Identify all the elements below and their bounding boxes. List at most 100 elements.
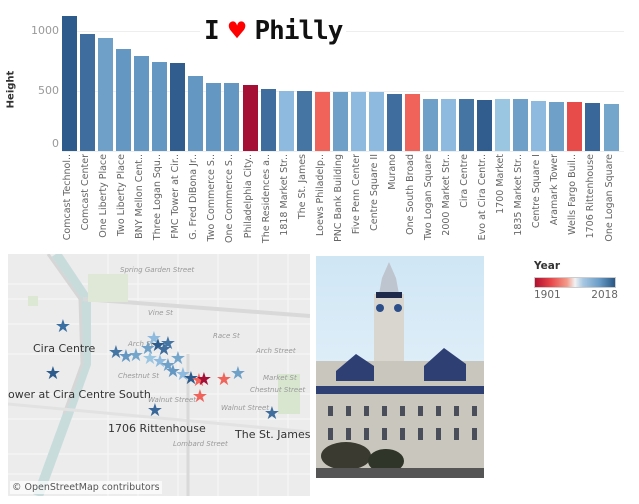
building-star-marker[interactable]: ★ [164, 361, 182, 382]
bar[interactable] [585, 102, 601, 151]
bar[interactable] [80, 34, 96, 151]
bar[interactable] [423, 98, 438, 151]
building-star-marker[interactable]: ★ [182, 368, 200, 389]
building-star-marker[interactable]: ★ [139, 338, 157, 359]
building-star-marker[interactable]: ★ [229, 363, 247, 384]
building-star-marker[interactable]: ★ [149, 335, 167, 356]
x-axis-label: Wells Fargo Buil.. [567, 154, 579, 235]
street-label: Arch St [128, 340, 154, 348]
map-background [8, 254, 310, 496]
building-star-marker[interactable]: ★ [54, 316, 72, 337]
building-label: ower at Cira Centre South [8, 388, 151, 401]
building-label: Cira Centre [33, 342, 96, 355]
bar[interactable] [603, 103, 619, 151]
bar[interactable] [206, 83, 222, 151]
bar[interactable] [278, 91, 294, 151]
x-axis-label: Five Penn Center [350, 154, 362, 235]
x-axis-label: The St. James [296, 154, 308, 220]
gridline-0 [62, 151, 624, 152]
year-color-legend: Year 1901 2018 [534, 260, 634, 301]
building-star-marker[interactable]: ★ [146, 400, 164, 421]
bar[interactable] [98, 37, 114, 151]
building-star-marker[interactable]: ★ [159, 355, 177, 376]
street-label: Vine St [148, 309, 173, 317]
bar[interactable] [567, 102, 583, 151]
bar[interactable] [386, 94, 402, 151]
street-label: Race St [213, 332, 240, 340]
building-star-marker[interactable]: ★ [151, 351, 169, 372]
bar[interactable] [152, 62, 168, 151]
bar[interactable] [170, 63, 186, 151]
bar[interactable] [260, 88, 276, 151]
y-tick-500: 500 [38, 84, 59, 97]
x-axis-label: G. Fred DiBona Jr.. [188, 154, 200, 240]
street-label: Spring Garden Street [120, 266, 195, 274]
x-axis-label: BNY Mellon Cent.. [134, 154, 146, 239]
building-star-marker[interactable]: ★ [127, 345, 145, 366]
building-star-marker[interactable]: ★ [191, 386, 209, 407]
bar[interactable] [531, 100, 547, 151]
building-star-marker[interactable]: ★ [169, 348, 187, 369]
x-axis-label: Comcast Technol.. [62, 154, 73, 241]
bar[interactable] [134, 55, 150, 151]
x-axis-label: Two Logan Square [423, 154, 434, 241]
bar[interactable] [242, 85, 258, 151]
x-axis-label: Murano [386, 154, 398, 190]
x-axis-label: One South Broad [404, 154, 416, 235]
building-star-marker[interactable]: ★ [117, 346, 135, 367]
building-star-marker[interactable]: ★ [107, 342, 125, 363]
height-bar-chart: Height 1000 500 0 Comcast Technol.. Comca… [5, 14, 624, 243]
city-hall-photo [316, 256, 484, 478]
building-map[interactable]: Spring Garden Street Vine St Race St Arch S… [8, 254, 310, 496]
bar[interactable] [188, 76, 204, 151]
bar[interactable] [332, 92, 348, 151]
x-axis-label: Two Liberty Place [116, 154, 128, 237]
heart-icon: ♥ [228, 14, 246, 47]
building-label: The St. James [235, 428, 310, 441]
building-star-marker[interactable]: ★ [145, 328, 163, 349]
bar[interactable] [513, 99, 529, 151]
building-star-marker[interactable]: ★ [141, 348, 159, 369]
bar[interactable] [62, 16, 77, 151]
title-suffix: Philly [254, 15, 344, 46]
bar[interactable] [116, 49, 132, 151]
bar[interactable] [224, 83, 240, 151]
x-axis-label: Comcast Center [80, 154, 92, 231]
bar[interactable] [350, 92, 366, 151]
x-axis-label: PNC Bank Building [332, 154, 344, 242]
bar[interactable] [368, 92, 384, 151]
bar[interactable] [549, 101, 565, 151]
y-tick-0: 0 [52, 137, 59, 150]
bar[interactable] [441, 98, 457, 151]
bar[interactable] [459, 98, 475, 151]
street-label: Arch Street [256, 347, 296, 355]
bar[interactable] [296, 91, 312, 151]
street-label: Chestnut St [118, 372, 160, 380]
bar[interactable] [495, 99, 511, 151]
legend-color-ramp [534, 277, 616, 288]
x-axis-label: Centre Square II [368, 154, 380, 231]
street-label: Lombard Street [173, 440, 228, 448]
title-prefix: I [204, 15, 220, 46]
building-star-marker[interactable]: ★ [159, 333, 177, 354]
building-star-marker[interactable]: ★ [155, 339, 173, 360]
bar[interactable] [477, 99, 493, 151]
building-star-marker[interactable]: ★ [195, 369, 213, 390]
x-axis-label: Aramark Tower [549, 154, 561, 226]
street-label: Walnut Street [221, 404, 270, 412]
building-star-marker[interactable]: ★ [44, 363, 62, 384]
building-star-marker[interactable]: ★ [263, 403, 281, 424]
x-axis-label: 1706 Rittenhouse [585, 154, 597, 239]
building-star-marker[interactable]: ★ [190, 370, 208, 391]
x-axis-label: 1835 Market Str.. [513, 154, 525, 236]
x-axis-label: One Logan Square [603, 154, 615, 242]
x-axis-label: 2000 Market Str.. [441, 154, 453, 236]
x-axis-label: Two Commerce S.. [206, 154, 218, 242]
building-star-marker[interactable]: ★ [215, 369, 233, 390]
street-label: Walnut Street [148, 396, 197, 404]
building-star-marker[interactable]: ★ [174, 364, 192, 385]
y-tick-1000: 1000 [31, 24, 59, 37]
bar[interactable] [314, 91, 330, 151]
bar[interactable] [404, 94, 420, 151]
map-attribution[interactable]: © OpenStreetMap contributors [10, 481, 162, 494]
